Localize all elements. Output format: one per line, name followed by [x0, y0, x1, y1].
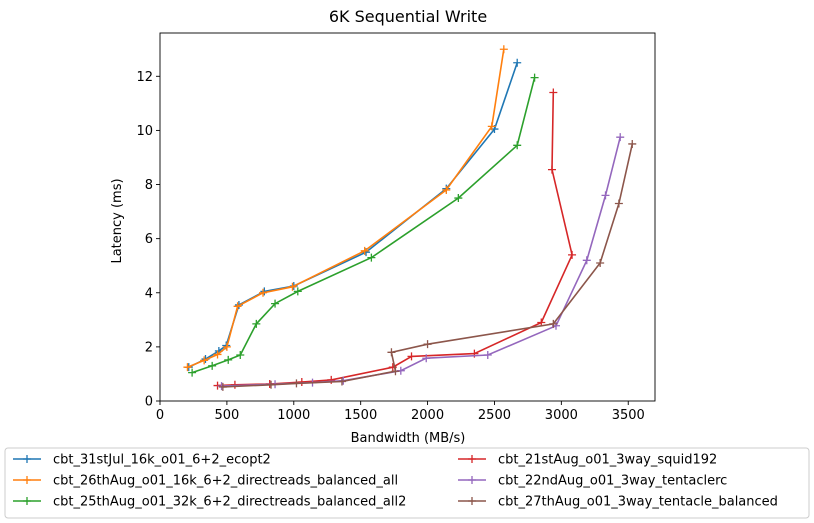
- data-point: [233, 302, 242, 311]
- legend-label: cbt_31stJul_16k_o01_6+2_ecopt2: [53, 453, 271, 468]
- legend-label: cbt_26thAug_o01_16k_6+2_directreads_bala…: [53, 474, 398, 489]
- y-tick-label: 0: [145, 395, 153, 410]
- legend-marker: [23, 497, 31, 505]
- data-point: [297, 378, 306, 387]
- series-2: [183, 45, 508, 372]
- data-point: [259, 288, 268, 297]
- legend-marker: [468, 476, 476, 484]
- series-1: [184, 58, 522, 372]
- legend-entry: cbt_31stJul_16k_o01_6+2_ecopt2: [13, 453, 271, 468]
- legend-entry: cbt_27thAug_o01_3way_tentacle_balanced: [458, 495, 778, 510]
- series-3: [188, 73, 539, 377]
- legend-marker: [468, 497, 476, 505]
- x-tick-label: 0: [156, 408, 164, 423]
- x-tick-label: 3500: [612, 408, 645, 423]
- y-axis-label: Latency (ms): [110, 178, 125, 263]
- data-point: [367, 253, 376, 262]
- data-point: [549, 319, 558, 328]
- data-point: [208, 361, 217, 370]
- data-point: [568, 250, 577, 259]
- x-tick-label: 1500: [344, 408, 377, 423]
- y-tick-label: 6: [145, 232, 153, 247]
- series-line: [188, 62, 518, 368]
- series-line: [187, 49, 505, 368]
- legend-marker: [23, 455, 31, 463]
- legend-marker: [23, 476, 31, 484]
- data-point: [183, 363, 192, 372]
- x-tick-label: 1000: [277, 408, 310, 423]
- data-point: [387, 348, 396, 357]
- data-point: [499, 45, 508, 54]
- data-point: [547, 165, 556, 174]
- series-6: [218, 139, 637, 391]
- data-point: [601, 191, 610, 200]
- plot-frame: [159, 32, 656, 402]
- series-line: [222, 143, 634, 388]
- data-point: [391, 367, 400, 376]
- x-axis-label: Bandwidth (MB/s): [351, 431, 466, 446]
- legend-entry: cbt_25thAug_o01_32k_6+2_directreads_bala…: [13, 495, 406, 510]
- data-point: [423, 340, 432, 349]
- data-point: [224, 355, 233, 364]
- y-tick-label: 2: [145, 340, 153, 355]
- x-tick-label: 2500: [478, 408, 511, 423]
- legend-marker: [468, 455, 476, 463]
- x-tick-label: 3000: [545, 408, 578, 423]
- series-line: [221, 137, 621, 387]
- data-point: [267, 380, 276, 389]
- data-point: [388, 363, 397, 372]
- legend-label: cbt_22ndAug_o01_3way_tentaclerc: [498, 474, 727, 489]
- data-point: [200, 356, 209, 365]
- series-4: [213, 88, 577, 390]
- data-point: [596, 259, 605, 267]
- data-point: [360, 246, 369, 255]
- data-point: [549, 88, 558, 97]
- y-tick-label: 4: [145, 286, 153, 301]
- data-point: [513, 141, 522, 150]
- data-point: [293, 287, 302, 296]
- data-point: [483, 351, 492, 359]
- data-point: [442, 185, 451, 194]
- data-point: [614, 199, 623, 208]
- data-point: [222, 342, 231, 351]
- series-5: [217, 133, 625, 391]
- legend-entry: cbt_22ndAug_o01_3way_tentaclerc: [458, 474, 727, 489]
- data-point: [582, 256, 591, 265]
- data-point: [252, 319, 261, 328]
- y-tick-label: 10: [136, 124, 153, 139]
- legend-label: cbt_27thAug_o01_3way_tentacle_balanced: [498, 495, 778, 510]
- data-point: [213, 350, 222, 359]
- data-point: [513, 58, 522, 67]
- data-point: [422, 354, 431, 363]
- x-tick-label: 2000: [411, 408, 444, 423]
- legend-entry: cbt_26thAug_o01_16k_6+2_directreads_bala…: [13, 474, 398, 489]
- data-point: [292, 379, 301, 388]
- data-point: [454, 194, 463, 203]
- y-tick-label: 8: [145, 178, 153, 193]
- plot-area: [183, 45, 637, 391]
- y-tick-label: 12: [136, 70, 153, 85]
- data-point: [530, 73, 539, 82]
- data-point: [236, 351, 245, 359]
- data-point: [628, 139, 637, 148]
- legend-box: [4, 447, 810, 519]
- axes: 0 500 1000 1500 2000 2500 3000 3500 0 2 4 6 8 10 12: [136, 32, 656, 423]
- data-point: [487, 122, 496, 131]
- legend-label: cbt_25thAug_o01_32k_6+2_directreads_bala…: [53, 495, 406, 510]
- legend-label: cbt_21stAug_o01_3way_squid192: [498, 453, 717, 468]
- data-point: [616, 133, 625, 142]
- data-point: [271, 299, 280, 308]
- data-point: [407, 352, 416, 361]
- legend: cbt_31stJul_16k_o01_6+2_ecopt2 cbt_26thAu…: [4, 447, 810, 519]
- data-point: [337, 377, 346, 386]
- chart-title: 6K Sequential Write: [329, 7, 487, 26]
- x-tick-label: 500: [214, 408, 239, 423]
- data-point: [288, 282, 297, 291]
- legend-entry: cbt_21stAug_o01_3way_squid192: [458, 453, 717, 468]
- data-point: [218, 382, 227, 391]
- series-line: [191, 77, 536, 374]
- data-point: [188, 368, 197, 377]
